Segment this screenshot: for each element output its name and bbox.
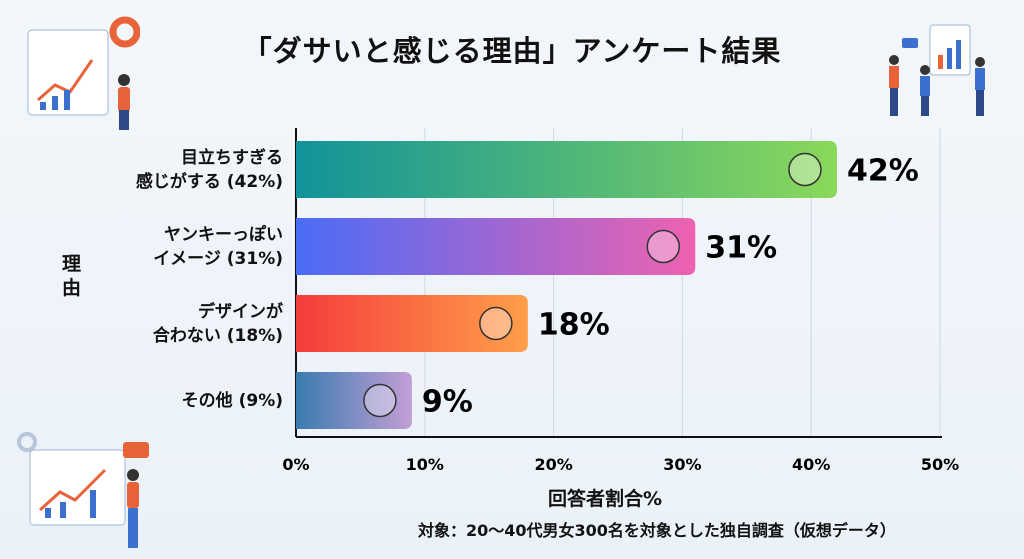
category-label: ヤンキーっぽい イメージ (31%) <box>153 224 283 269</box>
angry-face-icon <box>646 229 681 264</box>
x-tick-label: 40% <box>792 455 830 474</box>
data-label: 18% <box>538 308 610 343</box>
data-label: 9% <box>422 385 473 420</box>
analyst-illustration-icon <box>17 432 149 548</box>
category-label: 目立ちすぎる 感じがする (42%) <box>135 147 283 192</box>
category-label: その他 (9%) <box>181 390 283 411</box>
x-tick-label: 10% <box>406 455 444 474</box>
data-label: 31% <box>705 231 777 266</box>
data-label: 42% <box>847 154 919 189</box>
bar <box>296 141 837 198</box>
bar <box>296 218 696 275</box>
bar <box>296 372 412 429</box>
x-tick-label: 30% <box>663 455 701 474</box>
category-label: デザインが 合わない (18%) <box>152 301 283 346</box>
page-title: 「ダサいと感じる理由」アンケート結果 <box>242 34 782 68</box>
flashy-person-icon <box>788 152 822 187</box>
clothes-icon <box>363 383 397 418</box>
puzzle-icon <box>479 306 513 341</box>
x-axis-label: 回答者割合% <box>548 488 663 510</box>
x-tick-label: 0% <box>282 455 309 474</box>
presenter-illustration-icon <box>27 16 140 130</box>
bar <box>296 295 528 352</box>
x-tick-label: 50% <box>921 455 959 474</box>
survey-note: 対象：20〜40代男女300名を対象とした独自調査（仮想データ） <box>418 521 896 540</box>
team-illustration-icon <box>889 24 985 116</box>
x-tick-label: 20% <box>534 455 572 474</box>
y-axis-label: 理由 <box>62 253 82 299</box>
